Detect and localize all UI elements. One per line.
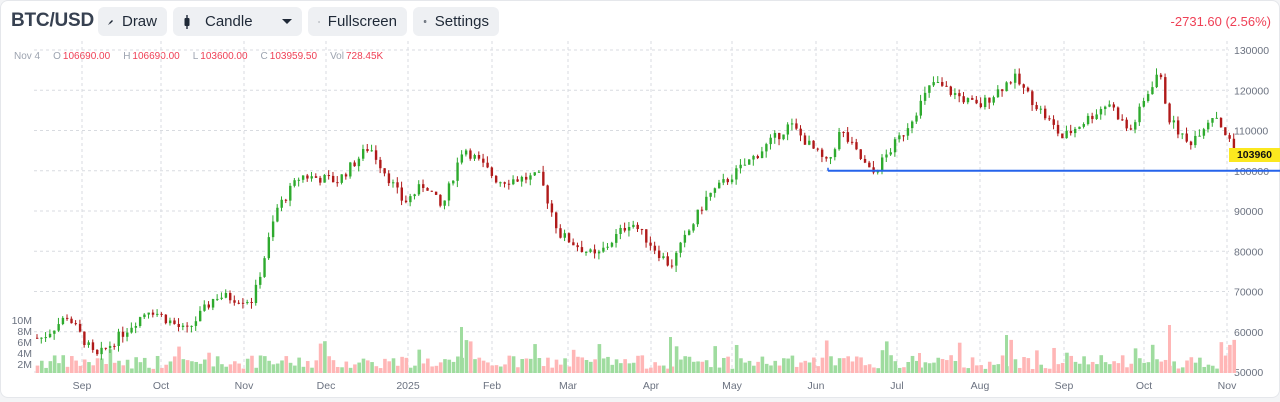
- volume-axis-label: 4M: [17, 348, 32, 360]
- volume-axis-label: 2M: [17, 359, 32, 371]
- candle-icon: [184, 14, 190, 29]
- chart-type-select[interactable]: Candle: [173, 7, 302, 36]
- volume-bars: [35, 325, 1237, 373]
- candles: [36, 68, 1236, 360]
- x-axis-label: Dec: [317, 380, 336, 392]
- x-axis-label: May: [722, 380, 743, 392]
- low-value: 103600.00: [200, 51, 248, 62]
- ohlc-legend: Nov 4 O 106690.00 H 106690.00 L 103600.0…: [14, 51, 383, 62]
- y-axis-label: 90000: [1234, 206, 1263, 218]
- chart-toolbar: BTC/USD Draw Candle Fullscreen: [1, 1, 1279, 41]
- pencil-icon: [108, 19, 113, 25]
- y-axis-label: 80000: [1234, 246, 1263, 258]
- chevron-down-icon: [282, 19, 292, 24]
- symbol-title: BTC/USD: [11, 10, 95, 31]
- draw-button[interactable]: Draw: [98, 7, 167, 36]
- ohlc-date: Nov 4: [14, 51, 41, 62]
- close-label: C: [260, 51, 268, 62]
- x-axis-label: Feb: [483, 380, 501, 392]
- x-axis-label: Sep: [73, 380, 92, 392]
- draw-label: Draw: [121, 13, 157, 30]
- fullscreen-button[interactable]: Fullscreen: [308, 7, 407, 36]
- open-label: O: [53, 51, 61, 62]
- y-axis-label: 120000: [1234, 85, 1269, 97]
- y-axis-label: 60000: [1234, 327, 1263, 339]
- x-axis-label: Aug: [971, 380, 990, 392]
- gear-icon: [423, 20, 427, 23]
- chart-type-label: Candle: [205, 13, 253, 30]
- y-axis-label: 70000: [1234, 287, 1263, 299]
- volume-axis-label: 10M: [12, 315, 32, 327]
- settings-label: Settings: [434, 13, 489, 30]
- high-label: H: [123, 51, 131, 62]
- open-value: 106690.00: [62, 51, 111, 62]
- y-axis-label: 50000: [1234, 367, 1263, 379]
- last-price-tag: 103960: [1229, 148, 1280, 162]
- volume-label: Vol: [330, 51, 344, 62]
- x-axis-label: Jun: [808, 380, 825, 392]
- x-axis-label: Sep: [1055, 380, 1074, 392]
- volume-axis-label: 6M: [17, 337, 32, 349]
- x-axis-label: Apr: [643, 380, 660, 392]
- fullscreen-label: Fullscreen: [327, 13, 397, 30]
- x-axis-label: Mar: [559, 380, 578, 392]
- fullscreen-icon: [318, 20, 320, 23]
- low-label: L: [192, 51, 199, 62]
- y-axis-label: 110000: [1234, 126, 1268, 138]
- volume-axis-label: 8M: [17, 326, 32, 338]
- high-value: 106690.00: [132, 51, 180, 62]
- x-axis-label: Oct: [153, 380, 169, 392]
- price-change: -2731.60 (2.56%): [1170, 14, 1271, 29]
- close-value: 103959.50: [269, 51, 318, 62]
- x-axis-label: Nov: [235, 380, 254, 392]
- settings-button[interactable]: Settings: [413, 7, 499, 36]
- x-axis-label: 2025: [396, 380, 420, 392]
- x-axis-label: Oct: [1136, 380, 1152, 392]
- x-axis-label: Nov: [1218, 380, 1237, 392]
- x-axis-label: Jul: [890, 380, 903, 392]
- y-axis-label: 130000: [1234, 45, 1269, 57]
- volume-value: 728.45K: [345, 51, 384, 62]
